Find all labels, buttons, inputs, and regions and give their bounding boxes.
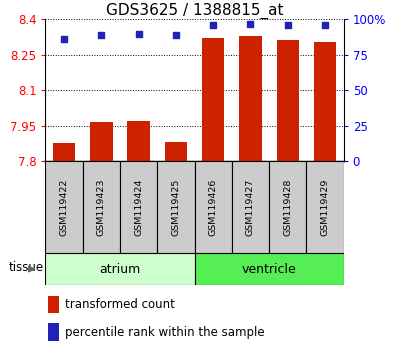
Bar [90, 122, 113, 161]
Text: GSM119424: GSM119424 [134, 178, 143, 236]
Text: percentile rank within the sample: percentile rank within the sample [65, 326, 264, 338]
Bar [157, 161, 194, 253]
Text: transformed count: transformed count [65, 298, 175, 311]
Point [210, 22, 216, 28]
Bar [314, 42, 336, 161]
Text: tissue: tissue [8, 261, 43, 274]
Bar [45, 161, 83, 253]
Point [135, 31, 142, 36]
Point [284, 22, 291, 28]
Text: atrium: atrium [100, 263, 141, 275]
Bar [276, 40, 299, 161]
Bar [239, 36, 261, 161]
Point [247, 21, 254, 27]
Text: GSM119426: GSM119426 [209, 178, 218, 236]
Bar [49, 296, 59, 313]
Point [61, 36, 67, 42]
Text: GSM119425: GSM119425 [171, 178, 181, 236]
Bar [194, 253, 344, 285]
Bar [53, 143, 75, 161]
Bar [120, 161, 157, 253]
Text: GSM119427: GSM119427 [246, 178, 255, 236]
Bar [202, 38, 224, 161]
Bar [194, 161, 232, 253]
Bar [269, 161, 307, 253]
Text: GSM119428: GSM119428 [283, 178, 292, 236]
Bar [128, 121, 150, 161]
Bar [307, 161, 344, 253]
Title: GDS3625 / 1388815_at: GDS3625 / 1388815_at [106, 3, 283, 19]
Point [322, 22, 328, 28]
Text: GSM119423: GSM119423 [97, 178, 106, 236]
Bar [83, 161, 120, 253]
Text: GSM119429: GSM119429 [320, 178, 329, 236]
Text: GSM119422: GSM119422 [60, 178, 69, 236]
Point [98, 32, 105, 38]
Bar [165, 142, 187, 161]
Text: ventricle: ventricle [242, 263, 297, 275]
Bar [49, 324, 59, 341]
Bar [232, 161, 269, 253]
Bar [45, 253, 194, 285]
Point [173, 32, 179, 38]
